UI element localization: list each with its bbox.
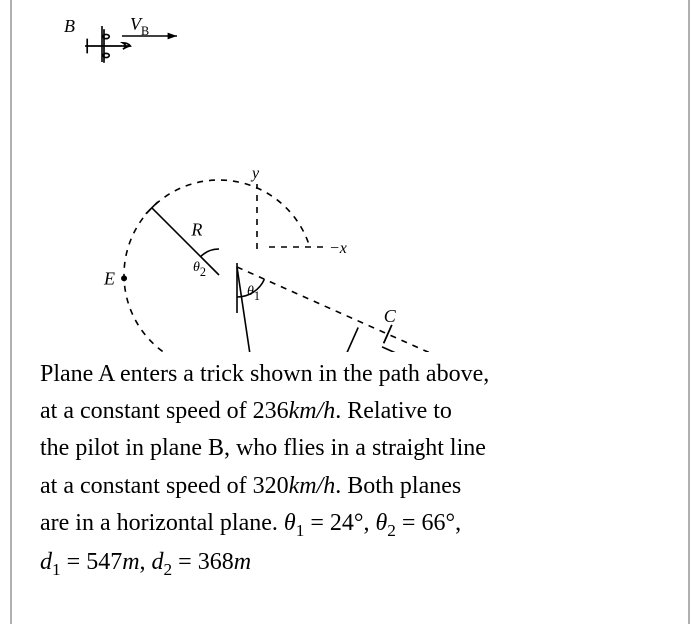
svg-text:y: y bbox=[250, 165, 260, 182]
u: km/h bbox=[289, 473, 336, 499]
d2s: 2 bbox=[164, 560, 173, 579]
u: km/h bbox=[289, 398, 336, 424]
v: 236km/h bbox=[253, 398, 336, 424]
t: at a constant speed of bbox=[40, 473, 253, 499]
t: . Both planes bbox=[335, 473, 461, 499]
comma: , bbox=[363, 510, 375, 536]
line-2: at a constant speed of 236km/h. Relative… bbox=[40, 393, 660, 430]
v368: 368 bbox=[198, 549, 234, 575]
v547: 547 bbox=[86, 549, 122, 575]
diagram-area: y−xVACd2d1θ1Rθ2DEABVB bbox=[32, 12, 668, 352]
th1: θ bbox=[284, 510, 296, 536]
th2s: 2 bbox=[387, 521, 396, 540]
th2: θ bbox=[375, 510, 387, 536]
svg-text:θ1: θ1 bbox=[247, 284, 260, 303]
d2: d bbox=[152, 549, 164, 575]
line-5: are in a horizontal plane. θ1 = 24, θ2 =… bbox=[40, 505, 660, 545]
m: m bbox=[234, 549, 251, 575]
svg-text:B: B bbox=[64, 16, 75, 36]
comma: , bbox=[140, 549, 152, 575]
d1s: 1 bbox=[52, 560, 61, 579]
d1: d bbox=[40, 549, 52, 575]
v66: 66 bbox=[421, 510, 445, 536]
v: 320km/h bbox=[253, 473, 336, 499]
physics-diagram: y−xVACd2d1θ1Rθ2DEABVB bbox=[32, 12, 672, 352]
t: . Relative to bbox=[335, 398, 452, 424]
eq: = bbox=[61, 549, 87, 575]
line-4: at a constant speed of 320km/h. Both pla… bbox=[40, 468, 660, 505]
eq: = bbox=[172, 549, 198, 575]
n: 320 bbox=[253, 473, 289, 499]
svg-text:−x: −x bbox=[329, 240, 347, 257]
svg-text:θ2: θ2 bbox=[193, 260, 206, 279]
t: at a constant speed of bbox=[40, 398, 253, 424]
line-1: Plane A enters a trick shown in the path… bbox=[40, 356, 660, 393]
v24: 24 bbox=[330, 510, 354, 536]
eq: = bbox=[304, 510, 330, 536]
n: 236 bbox=[253, 398, 289, 424]
problem-text: Plane A enters a trick shown in the path… bbox=[32, 352, 668, 584]
deg bbox=[445, 510, 455, 536]
comma2: , bbox=[455, 510, 461, 536]
svg-text:VB: VB bbox=[130, 14, 149, 38]
m: m bbox=[122, 549, 139, 575]
eq: = bbox=[396, 510, 422, 536]
svg-text:E: E bbox=[103, 268, 115, 288]
svg-text:C: C bbox=[384, 306, 397, 326]
line-6: d1 = 547m, d2 = 368m bbox=[40, 544, 660, 584]
line-3: the pilot in plane B, who flies in a str… bbox=[40, 430, 660, 467]
svg-text:R: R bbox=[190, 219, 202, 239]
t: are in a horizontal plane. bbox=[40, 510, 284, 536]
